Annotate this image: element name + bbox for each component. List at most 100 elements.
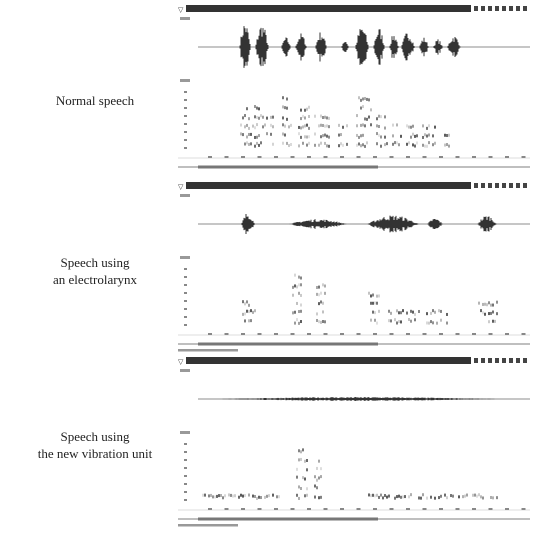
time-tick <box>489 333 493 335</box>
spectrogram-cell <box>370 319 372 322</box>
spectrogram-cell <box>252 495 254 498</box>
spectrogram-cell <box>230 494 232 497</box>
spectrogram-cell <box>496 496 498 499</box>
spectrogram-cell <box>256 497 258 500</box>
spectrogram-cell <box>298 485 300 488</box>
spectrogram-cell <box>362 134 364 137</box>
spectrogram-cell <box>314 485 316 488</box>
time-tick <box>357 508 361 510</box>
spectrogram-cell <box>376 322 378 325</box>
toolbar-icon <box>523 183 527 188</box>
spectrogram-cell <box>300 458 302 461</box>
spectrogram-cell <box>306 135 308 138</box>
spectrogram-cell <box>306 494 308 497</box>
spectrogram-cell <box>300 294 302 297</box>
spectrogram-cell <box>378 134 380 137</box>
spectrogram-cell <box>298 292 300 295</box>
time-tick <box>307 333 311 335</box>
spectrogram-cell <box>400 135 402 138</box>
spectrogram-cell <box>256 142 258 145</box>
toolbar-icon <box>523 358 527 363</box>
time-tick <box>340 156 344 158</box>
spectrogram-cell <box>242 116 244 119</box>
spectrogram-cell <box>300 277 302 280</box>
spectrogram-cell <box>320 475 322 478</box>
spectrogram-cell <box>408 141 410 144</box>
spectrogram-cell <box>282 116 284 119</box>
spectrogram-cell <box>304 460 306 463</box>
spectrogram-cell <box>484 313 486 316</box>
spectrogram-cell <box>372 302 374 305</box>
spectrogram-cell <box>258 496 260 499</box>
spectrogram-cell <box>252 125 254 128</box>
spectrogram-cell <box>392 143 394 146</box>
spectrogram-cell <box>364 145 366 148</box>
spectrogram-cell <box>290 143 292 146</box>
freq-tick <box>184 499 187 501</box>
spectrogram-cell <box>248 319 250 322</box>
time-tick <box>406 156 410 158</box>
tiny-readout <box>180 431 190 434</box>
spectrogram-cell <box>238 496 240 499</box>
spectrogram-cell <box>482 311 484 314</box>
spectrogram-cell <box>298 322 300 325</box>
spectrogram-cell <box>320 115 322 118</box>
spectrogram-cell <box>428 124 430 127</box>
spectrogram-cell <box>286 98 288 101</box>
spectrogram-cell <box>218 494 220 497</box>
spectrogram-cell <box>246 310 248 313</box>
toolbar-icon <box>502 358 506 363</box>
freq-tick <box>184 292 187 294</box>
spectrogram-cell <box>326 144 328 147</box>
spectrogram-cell <box>372 494 374 497</box>
spectrogram-cell <box>300 320 302 323</box>
spectrogram-cell <box>374 494 376 497</box>
spectrogram-cell <box>346 143 348 146</box>
menu-icon: ▽ <box>178 6 184 14</box>
spectrogram-cell <box>268 494 270 497</box>
spectrogram-cell <box>434 126 436 129</box>
spectrogram-cell <box>286 118 288 121</box>
spectrogram-cell <box>376 124 378 127</box>
spectrogram-cell <box>314 133 316 136</box>
spectrogram-cell <box>328 117 330 120</box>
spectrogram-cell <box>370 302 372 305</box>
spectrogram-cell <box>384 136 386 139</box>
spectrogram-cell <box>488 320 490 323</box>
toolbar-icon <box>495 183 499 188</box>
spectrogram-cell <box>298 458 300 461</box>
spectrogram-cell <box>324 320 326 323</box>
spectrogram-cell <box>338 144 340 147</box>
title-bar <box>186 5 471 12</box>
spectrogram-cell <box>324 142 326 145</box>
toolbar-icon <box>502 183 506 188</box>
spectrogram-cell <box>376 295 378 298</box>
spectrogram-cell <box>496 301 498 304</box>
spectrogram-cell <box>388 495 390 498</box>
spectrogram-cell <box>378 310 380 313</box>
spectrogram-cell <box>416 141 418 144</box>
spectrogram-cell <box>432 143 434 146</box>
time-tick <box>274 156 278 158</box>
spectrogram-cell <box>380 135 382 138</box>
spectrogram-cell <box>248 117 250 120</box>
spectrogram-cell <box>484 303 486 306</box>
spectrogram-cell <box>494 320 496 323</box>
time-tick <box>307 156 311 158</box>
spectrogram-cell <box>364 97 366 100</box>
spectrogram-cell <box>412 143 414 146</box>
spectrogram-cell <box>490 496 492 499</box>
spectrogram-cell <box>384 494 386 497</box>
spectrogram-cell <box>414 318 416 321</box>
time-tick <box>472 333 476 335</box>
spectrogram-cell <box>298 497 300 500</box>
spectrogram-cell <box>322 124 324 127</box>
panel: ▽ <box>178 357 530 527</box>
spectrogram-cell <box>414 145 416 148</box>
spectrogram-cell <box>294 284 296 287</box>
spectrogram-cell <box>356 114 358 117</box>
time-tick <box>423 333 427 335</box>
spectrogram-cell <box>370 494 372 497</box>
spectrogram-cell <box>488 301 490 304</box>
spectrogram-cell <box>248 310 250 313</box>
